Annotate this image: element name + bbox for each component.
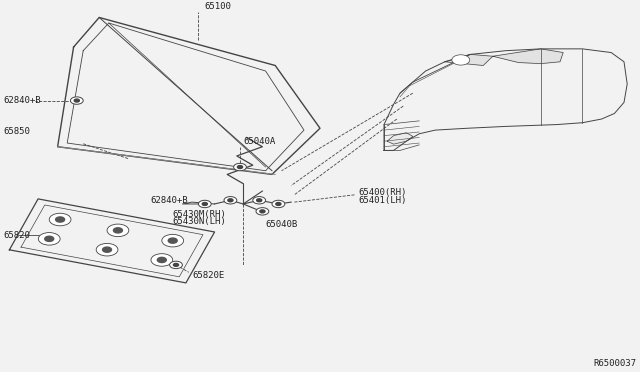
Circle shape	[260, 210, 265, 213]
Text: 65100: 65100	[205, 2, 232, 11]
Circle shape	[253, 196, 266, 204]
Circle shape	[56, 217, 65, 222]
Circle shape	[170, 261, 182, 269]
Circle shape	[168, 238, 177, 243]
Circle shape	[38, 232, 60, 245]
Text: 65400(RH): 65400(RH)	[358, 188, 407, 198]
Text: R6500037: R6500037	[594, 359, 637, 368]
Circle shape	[224, 196, 237, 204]
Text: 65850: 65850	[3, 128, 30, 137]
Text: 62840+B: 62840+B	[3, 96, 41, 105]
Text: 65430M(RH): 65430M(RH)	[173, 209, 227, 218]
Text: 65040B: 65040B	[266, 220, 298, 229]
Text: 65820E: 65820E	[192, 272, 224, 280]
Circle shape	[198, 200, 211, 208]
Polygon shape	[493, 49, 563, 64]
Circle shape	[107, 224, 129, 237]
Circle shape	[234, 163, 246, 171]
Circle shape	[202, 202, 207, 205]
Circle shape	[70, 97, 83, 104]
Circle shape	[256, 208, 269, 215]
Text: 65820: 65820	[3, 231, 30, 240]
Text: 62840+B: 62840+B	[150, 196, 188, 205]
Circle shape	[113, 228, 122, 233]
Polygon shape	[445, 54, 493, 65]
Circle shape	[102, 247, 111, 252]
Circle shape	[257, 199, 262, 202]
Circle shape	[157, 257, 166, 263]
Circle shape	[45, 236, 54, 241]
Circle shape	[74, 99, 79, 102]
Circle shape	[237, 166, 243, 169]
Text: 65430N(LH): 65430N(LH)	[173, 217, 227, 226]
Polygon shape	[387, 133, 413, 144]
Circle shape	[276, 202, 281, 205]
Text: 65040A: 65040A	[243, 137, 275, 146]
Circle shape	[49, 213, 71, 226]
Circle shape	[173, 263, 179, 266]
Circle shape	[96, 243, 118, 256]
Circle shape	[162, 234, 184, 247]
Circle shape	[452, 55, 470, 65]
Text: 65401(LH): 65401(LH)	[358, 196, 407, 205]
Circle shape	[151, 254, 173, 266]
Circle shape	[272, 200, 285, 208]
Circle shape	[228, 199, 233, 202]
